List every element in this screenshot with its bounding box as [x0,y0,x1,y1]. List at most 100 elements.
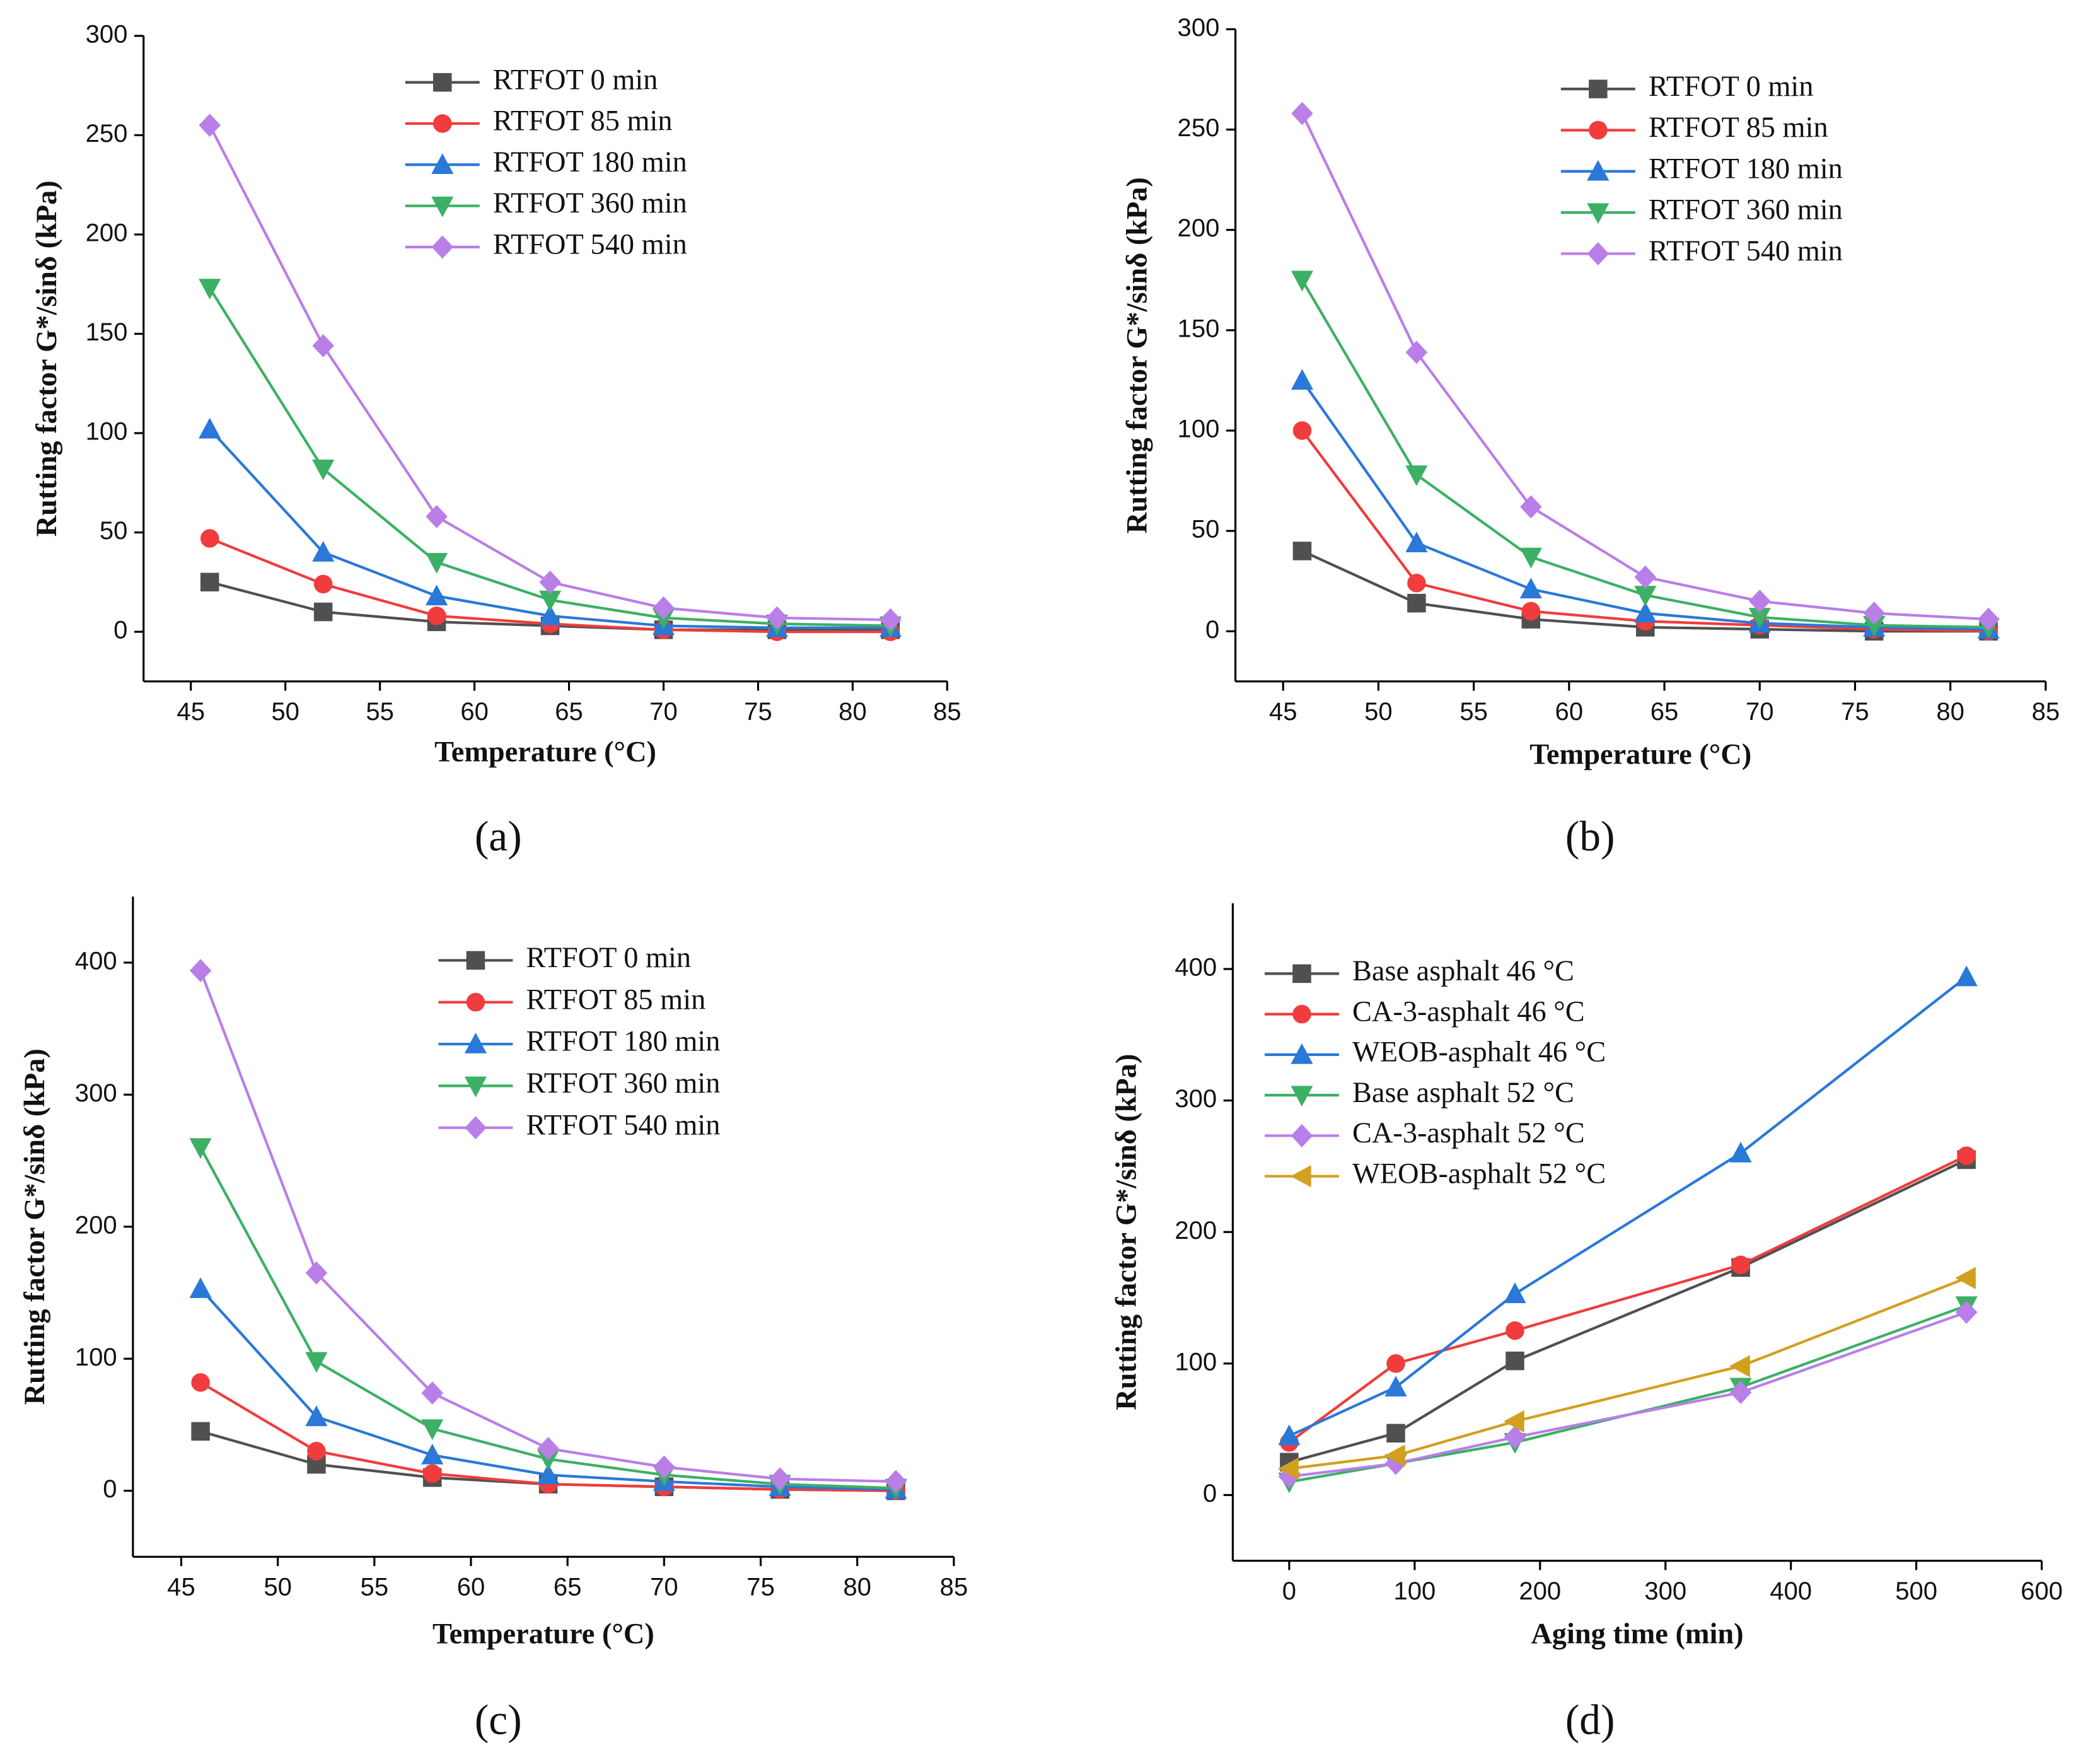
data-point [1634,565,1657,589]
data-point [879,608,902,632]
data-point [199,417,221,439]
data-point [305,1352,328,1373]
legend-marker [464,1033,487,1053]
legend-marker [1291,1043,1313,1064]
x-tick-label: 600 [2021,1577,2063,1605]
legend-label: WEOB-asphalt 52 °C [1352,1158,1606,1190]
subplot: 0 100 200 300 400 0 100 200 300 400 500 600 Aging ti… [1111,903,2063,1743]
legend-label: CA-3-asphalt 46 °C [1352,995,1585,1028]
subplot: 0 50 100 150 200 250 300 45 50 55 60 65 70 75 80 85 Temp… [31,20,961,860]
legend-marker [431,196,454,218]
legend-marker [1587,203,1610,224]
panel-label: (a) [475,813,522,860]
data-point [538,604,562,625]
legend-label: RTFOT 0 min [493,64,658,96]
data-point [1386,1354,1405,1373]
legend-label: RTFOT 0 min [1649,71,1814,103]
y-tick-label: 250 [86,120,128,148]
x-tick-label: 80 [1936,698,1964,726]
legend-label: RTFOT 540 min [493,229,687,261]
data-point [421,1419,444,1441]
data-point [307,1442,326,1461]
data-point [422,1464,442,1483]
data-point [200,572,219,592]
x-tick-label: 45 [177,698,205,726]
panel-label: (b) [1565,813,1615,860]
x-axis-label: Temperature (°C) [432,1618,654,1650]
data-point [1384,1376,1407,1397]
data-point [653,596,675,620]
y-tick-label: 300 [86,20,128,48]
y-tick-label: 100 [86,418,128,446]
data-point [1506,1351,1524,1371]
data-point [1955,1267,1976,1289]
data-point [1729,1355,1750,1378]
data-point [191,1422,210,1441]
data-point [885,1470,907,1494]
x-tick-label: 70 [650,1573,678,1601]
x-tick-label: 50 [264,1573,292,1601]
data-point [1863,601,1885,625]
legend-label: WEOB-asphalt 46 °C [1352,1036,1606,1069]
legend-label: Base asphalt 46 °C [1352,955,1574,987]
x-tick-label: 75 [746,1573,775,1601]
legend-label: RTFOT 540 min [1649,235,1843,267]
data-point [1634,601,1657,623]
data-point [1729,1381,1752,1405]
x-tick-label: 65 [554,1573,582,1601]
data-point [426,504,448,528]
legend-marker [464,1076,487,1098]
series-line [1301,113,1989,621]
legend-label: RTFOT 180 min [526,1026,721,1058]
data-point [1278,1424,1301,1446]
data-point [1386,1424,1405,1443]
x-tick-label: 50 [1364,698,1393,726]
legend-label: RTFOT 180 min [1649,153,1843,185]
data-point [1504,1282,1526,1303]
data-point [1521,601,1541,621]
data-point [305,1261,328,1285]
y-tick-label: 0 [1205,616,1219,644]
subplot: 0 100 200 300 400 45 50 55 60 65 70 75 80 85 Temperatu… [19,897,968,1743]
legend-marker [1290,1165,1311,1188]
x-tick-label: 500 [1895,1577,1937,1605]
x-tick-label: 400 [1770,1577,1812,1605]
data-point [1519,547,1542,569]
data-point [1504,1425,1526,1449]
y-tick-label: 300 [1178,14,1220,42]
data-point [1405,465,1428,487]
x-tick-label: 45 [167,1573,195,1601]
panel-label: (d) [1565,1696,1615,1743]
y-tick-label: 100 [75,1343,117,1371]
panel-label: (c) [475,1696,522,1743]
y-tick-label: 200 [1178,214,1220,242]
legend-marker [466,951,485,970]
legend-label: RTFOT 85 min [1649,112,1828,144]
data-point [766,606,788,630]
data-point [312,541,335,562]
y-tick-label: 300 [1175,1085,1217,1113]
data-point [312,459,335,480]
legend-marker [1589,120,1608,140]
data-point [1955,1301,1978,1324]
y-tick-label: 200 [86,219,128,247]
legend-marker [433,73,452,92]
legend-marker [431,153,454,175]
data-point [427,606,446,625]
data-point [1384,1444,1405,1467]
data-point [189,959,212,982]
x-tick-label: 60 [1555,698,1584,726]
y-tick-label: 100 [1175,1348,1217,1376]
legend-marker [1587,160,1610,181]
x-tick-label: 55 [366,698,394,726]
x-tick-label: 75 [744,698,772,726]
y-tick-label: 400 [1175,954,1217,982]
y-tick-label: 200 [75,1211,117,1239]
data-point [199,279,221,300]
subplot: 0 50 100 150 200 250 300 45 50 55 60 65 70 75 80 85 Temp… [1122,14,2060,860]
y-axis-label: Rutting factor G*/sinδ (kPa) [31,180,63,537]
x-tick-label: 80 [838,698,867,726]
y-tick-label: 250 [1178,114,1220,142]
data-point [189,1277,212,1298]
